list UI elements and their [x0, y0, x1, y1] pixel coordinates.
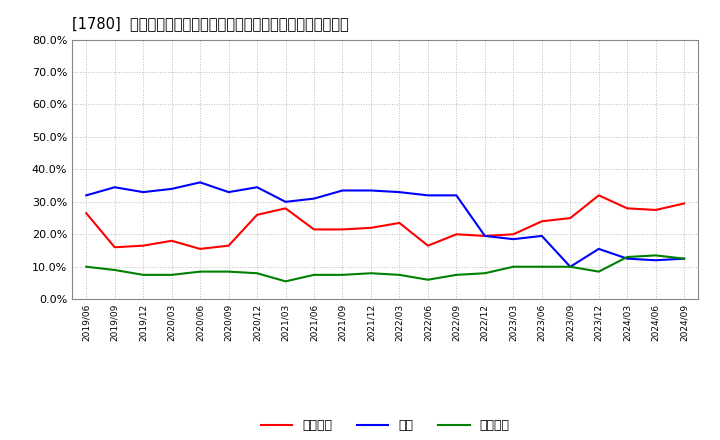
売上債権	[652, 207, 660, 213]
売上債権	[139, 243, 148, 248]
在庫	[452, 193, 461, 198]
売上債権	[282, 205, 290, 211]
買入債務	[452, 272, 461, 278]
買入債務	[595, 269, 603, 274]
在庫	[253, 185, 261, 190]
買入債務	[509, 264, 518, 269]
買入債務	[366, 271, 375, 276]
在庫	[537, 233, 546, 238]
在庫	[167, 186, 176, 191]
買入債務	[423, 277, 432, 282]
在庫	[480, 233, 489, 238]
買入債務	[623, 254, 631, 260]
買入債務	[537, 264, 546, 269]
売上債権	[167, 238, 176, 243]
Text: [1780]  売上債権、在庫、買入債務の総資産に対する比率の推移: [1780] 売上債権、在庫、買入債務の総資産に対する比率の推移	[72, 16, 348, 32]
在庫	[110, 185, 119, 190]
売上債権	[509, 231, 518, 237]
買入債務	[225, 269, 233, 274]
在庫	[196, 180, 204, 185]
在庫	[423, 193, 432, 198]
売上債権	[623, 205, 631, 211]
売上債権	[680, 201, 688, 206]
Line: 買入債務: 買入債務	[86, 255, 684, 281]
売上債権	[595, 193, 603, 198]
売上債権	[196, 246, 204, 252]
売上債権	[566, 216, 575, 221]
売上債権	[110, 245, 119, 250]
売上債権	[338, 227, 347, 232]
在庫	[595, 246, 603, 252]
在庫	[395, 190, 404, 195]
在庫	[282, 199, 290, 205]
売上債権	[253, 212, 261, 217]
買入債務	[680, 256, 688, 261]
売上債権	[82, 211, 91, 216]
買入債務	[310, 272, 318, 278]
売上債権	[452, 231, 461, 237]
売上債権	[423, 243, 432, 248]
在庫	[366, 188, 375, 193]
在庫	[139, 190, 148, 195]
買入債務	[652, 253, 660, 258]
Legend: 売上債権, 在庫, 買入債務: 売上債権, 在庫, 買入債務	[256, 414, 515, 437]
買入債務	[338, 272, 347, 278]
買入債務	[566, 264, 575, 269]
在庫	[338, 188, 347, 193]
売上債権	[395, 220, 404, 226]
買入債務	[139, 272, 148, 278]
Line: 売上債権: 売上債権	[86, 195, 684, 249]
売上債権	[225, 243, 233, 248]
買入債務	[196, 269, 204, 274]
在庫	[509, 237, 518, 242]
売上債権	[480, 233, 489, 238]
在庫	[652, 258, 660, 263]
在庫	[310, 196, 318, 201]
買入債務	[253, 271, 261, 276]
買入債務	[395, 272, 404, 278]
買入債務	[82, 264, 91, 269]
在庫	[566, 264, 575, 269]
在庫	[623, 256, 631, 261]
売上債権	[537, 219, 546, 224]
売上債権	[366, 225, 375, 231]
在庫	[82, 193, 91, 198]
買入債務	[282, 279, 290, 284]
在庫	[225, 190, 233, 195]
売上債権	[310, 227, 318, 232]
在庫	[680, 256, 688, 261]
買入債務	[167, 272, 176, 278]
Line: 在庫: 在庫	[86, 182, 684, 267]
買入債務	[110, 268, 119, 273]
買入債務	[480, 271, 489, 276]
